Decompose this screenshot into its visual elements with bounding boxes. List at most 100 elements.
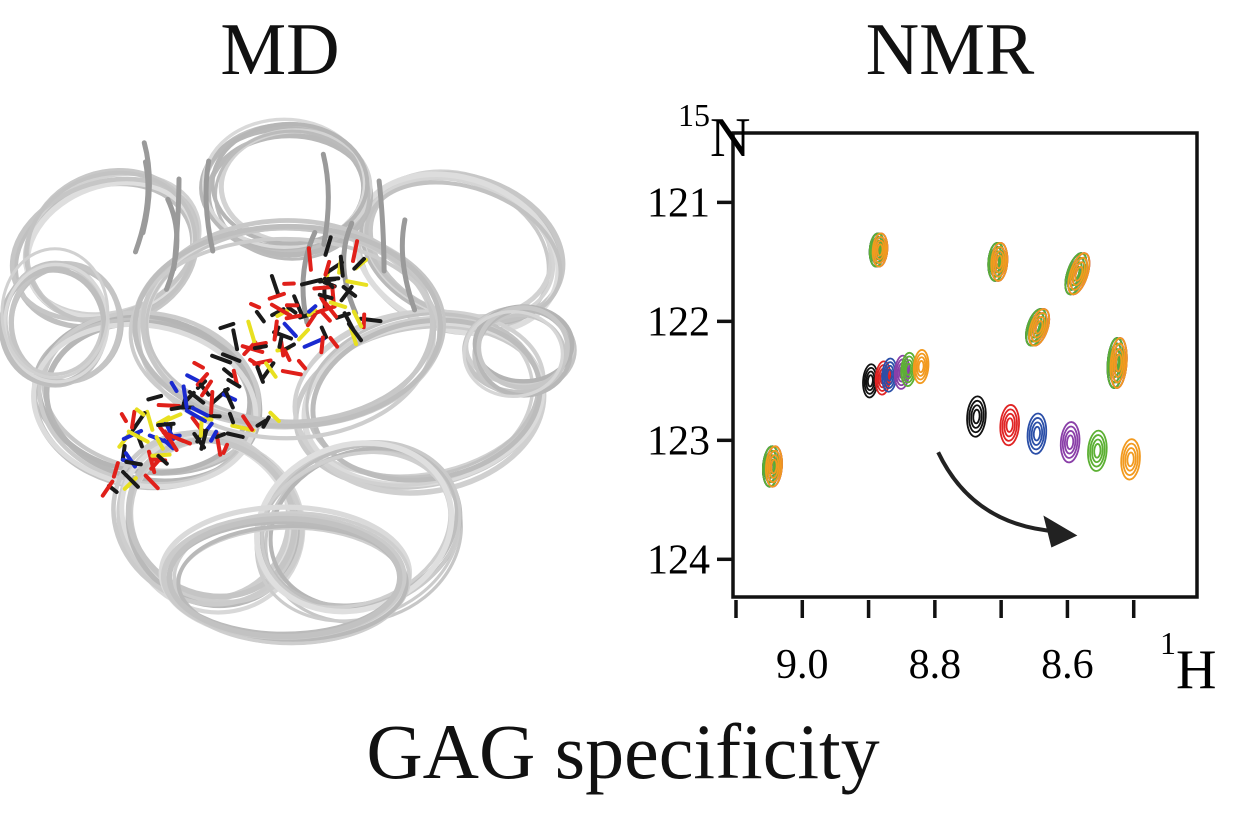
peak-contour <box>914 352 928 381</box>
peak-contour <box>993 250 1005 274</box>
gag-bond <box>146 393 164 402</box>
peak-contour <box>866 374 874 388</box>
peak-contour <box>874 239 886 261</box>
gag-bond <box>296 327 311 342</box>
gag-bond <box>282 321 298 338</box>
peak-contour <box>1089 434 1106 468</box>
nmr-peak <box>1064 252 1091 296</box>
gag-bond <box>204 421 214 433</box>
x-tick-label: 8.6 <box>1041 642 1094 688</box>
peak-contour <box>1113 348 1125 378</box>
gag-bond <box>122 476 138 491</box>
nmr-peak <box>1106 337 1128 389</box>
peak-contour <box>874 360 892 396</box>
protein-ribbon-strand <box>0 247 110 380</box>
gag-bond <box>187 389 206 405</box>
peak-contour <box>1093 443 1102 459</box>
peak-contour <box>1111 342 1126 384</box>
gag-bond <box>185 373 201 384</box>
gag-bond <box>150 452 172 458</box>
protein-ribbon-strand <box>172 511 412 646</box>
gag-bond <box>323 235 333 257</box>
peak-contour <box>1005 417 1014 433</box>
protein-side-chain <box>300 230 318 326</box>
gag-bond <box>226 377 242 389</box>
protein-ribbon-strand <box>462 309 565 399</box>
gag-bond <box>156 421 176 428</box>
gag-bond <box>307 304 318 314</box>
shift-arrow <box>936 451 1078 548</box>
peak-contour <box>884 364 895 386</box>
gag-bond <box>246 319 257 345</box>
gag-bond <box>268 410 281 424</box>
nmr-peak <box>987 241 1009 282</box>
gag-bond <box>277 333 284 349</box>
peak-contour <box>905 362 912 376</box>
peak-contour <box>972 408 981 425</box>
peak-contour <box>1069 256 1088 291</box>
gag-bond <box>339 284 354 303</box>
peak-contour <box>1109 337 1128 389</box>
gag-bond <box>111 461 120 479</box>
gag-bond <box>161 430 186 444</box>
peak-contour <box>770 458 778 475</box>
protein-side-chain <box>203 158 216 254</box>
x-axis-label-main: H <box>1176 639 1216 701</box>
gag-bond <box>149 458 161 471</box>
peak-contour <box>1124 447 1137 472</box>
protein-side-chain <box>140 140 152 236</box>
gag-bond <box>220 352 242 363</box>
peak-contour <box>990 241 1009 282</box>
gag-bond <box>100 479 115 498</box>
protein-ribbon-strand <box>210 121 370 246</box>
gag-bond <box>223 388 235 410</box>
y-tick-label: 121 <box>647 180 710 226</box>
peak-contour <box>968 399 985 434</box>
gag-bond <box>283 342 296 351</box>
gag-bond <box>252 344 268 351</box>
gag-bond <box>280 369 303 377</box>
peak-contour <box>873 236 887 264</box>
gag-bond <box>255 418 268 428</box>
plot-frame <box>731 131 1199 599</box>
gag-bond <box>199 428 209 451</box>
x-tick-label: 8.8 <box>909 642 962 688</box>
gag-bond <box>214 432 227 440</box>
peak-contour <box>1030 312 1048 343</box>
gag-bond <box>323 259 332 277</box>
protein-side-chain <box>341 220 359 316</box>
gag-bond <box>200 379 213 398</box>
gag-bond <box>317 292 334 301</box>
nmr-peak <box>1025 308 1051 347</box>
gag-bond <box>225 431 245 439</box>
gag-bond <box>328 300 348 310</box>
gag-bond <box>254 309 266 324</box>
gag-bond <box>269 302 293 318</box>
peak-contour <box>916 356 927 377</box>
gag-bond <box>286 305 298 315</box>
nmr-peak <box>966 395 1141 481</box>
gag-bond <box>231 368 240 387</box>
gag-bond <box>306 308 318 317</box>
peak-contour <box>1114 353 1123 373</box>
x-axis-label: 1H <box>1160 625 1216 701</box>
peak-contour <box>1030 421 1044 446</box>
peak-contour <box>1001 408 1018 442</box>
protein-ribbon-strand <box>254 440 455 615</box>
y-tick-label: 122 <box>647 299 710 345</box>
gag-bond <box>269 274 281 297</box>
gag-bond <box>351 239 360 263</box>
peak-contour <box>1066 434 1075 451</box>
peak-contour <box>917 360 925 374</box>
gag-bond <box>156 453 169 466</box>
gag-bond <box>319 309 332 323</box>
peak-contour <box>970 404 983 429</box>
x-tick-label: 9.0 <box>776 642 829 688</box>
protein-ribbon-strand <box>166 515 403 640</box>
gag-bond <box>119 412 128 424</box>
peak-contour <box>1003 412 1016 438</box>
protein-ribbon-strand <box>132 223 444 429</box>
gag-bond <box>154 435 165 451</box>
nmr-peaks <box>761 232 1141 488</box>
peak-contour <box>766 449 782 484</box>
